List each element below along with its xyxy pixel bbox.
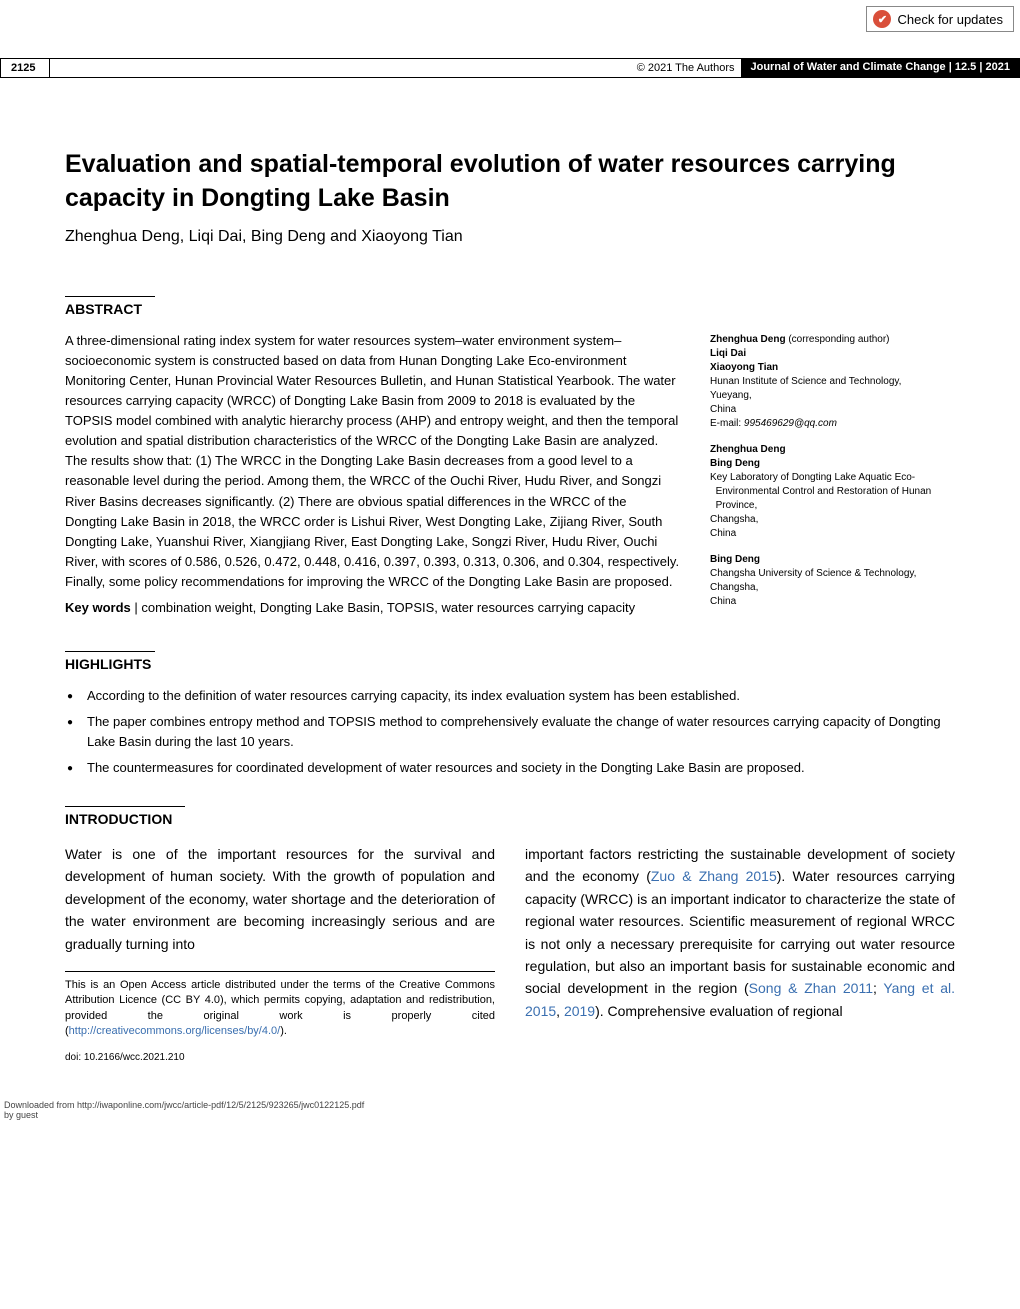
journal-info: Journal of Water and Climate Change | 12… (741, 58, 1020, 78)
citation-link[interactable]: Zuo & Zhang 2015 (651, 868, 777, 884)
page-number: 2125 (0, 58, 50, 78)
highlight-item: The countermeasures for coordinated deve… (87, 758, 955, 778)
license-footnote: This is an Open Access article distribut… (65, 978, 495, 1040)
keywords: Key words | combination weight, Dongting… (65, 598, 680, 618)
citation-link[interactable]: Song & Zhan 2011 (749, 980, 873, 996)
affiliation-block-1: Zhenghua Deng (corresponding author) Liq… (710, 333, 955, 431)
affiliations-sidebar: Zhenghua Deng (corresponding author) Liq… (710, 331, 955, 621)
journal-header: 2125 © 2021 The Authors Journal of Water… (0, 58, 1020, 78)
highlights-list: According to the definition of water res… (65, 686, 955, 779)
intro-col2-text: important factors restricting the sustai… (525, 843, 955, 1066)
check-updates-label: Check for updates (897, 12, 1003, 27)
affiliation-block-2: Zhenghua Deng Bing Deng Key Laboratory o… (710, 443, 955, 541)
affiliation-block-3: Bing Deng Changsha University of Science… (710, 553, 955, 609)
doi: doi: 10.2166/wcc.2021.210 (65, 1050, 495, 1066)
introduction-heading: INTRODUCTION (65, 811, 955, 827)
highlights-heading: HIGHLIGHTS (65, 656, 955, 672)
highlight-item: According to the definition of water res… (87, 686, 955, 706)
check-updates-icon: ✔ (873, 10, 891, 28)
license-link[interactable]: http://creativecommons.org/licenses/by/4… (69, 1025, 281, 1037)
highlight-item: The paper combines entropy method and TO… (87, 712, 955, 752)
article-title: Evaluation and spatial-temporal evolutio… (65, 148, 955, 216)
abstract-heading: ABSTRACT (65, 301, 955, 317)
intro-col1-text: Water is one of the important resources … (65, 843, 495, 955)
check-updates-button[interactable]: ✔ Check for updates (866, 6, 1014, 32)
copyright-text: © 2021 The Authors (50, 58, 741, 78)
citation-link[interactable]: 2019 (564, 1003, 595, 1019)
download-note: Downloaded from http://iwaponline.com/jw… (0, 1096, 1020, 1122)
abstract-text: A three-dimensional rating index system … (65, 331, 680, 593)
authors-line: Zhenghua Deng, Liqi Dai, Bing Deng and X… (65, 228, 955, 246)
